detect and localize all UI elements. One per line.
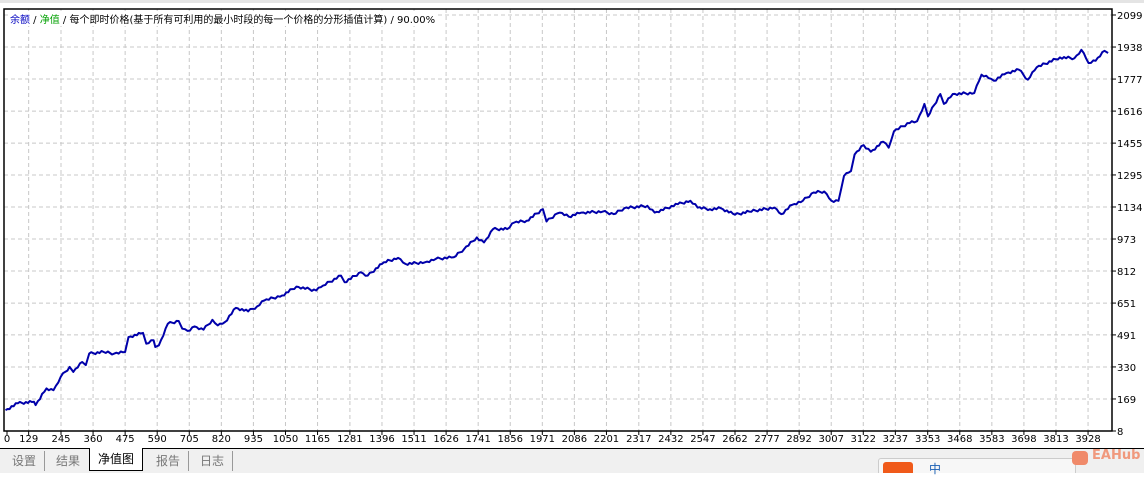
x-tick-label: 1050 (273, 434, 298, 445)
equity-series (5, 48, 1109, 411)
x-tick-label: 2662 (722, 434, 747, 445)
x-tick-label: 3583 (979, 434, 1004, 445)
x-tick-label: 475 (116, 434, 135, 445)
y-tick-label: 330 (1117, 363, 1136, 374)
x-tick-label: 1165 (305, 434, 330, 445)
x-tick-label: 360 (84, 434, 103, 445)
x-tick-label: 2547 (690, 434, 715, 445)
x-tick-label: 705 (180, 434, 199, 445)
x-tick-label: 1396 (369, 434, 394, 445)
legend-model-info: / 每个即时价格(基于所有可利用的最小时段的每一个价格的分形插值计算) / 90… (59, 15, 436, 26)
x-tick-label: 2201 (594, 434, 619, 445)
y-tick-label: 1295 (1117, 171, 1142, 182)
x-tick-label: 1741 (465, 434, 490, 445)
x-tick-label: 245 (51, 434, 70, 445)
y-tick-label: 169 (1117, 395, 1136, 406)
x-tick-label: 2892 (786, 434, 811, 445)
x-tick-label: 590 (148, 434, 167, 445)
x-tick-label: 3698 (1011, 434, 1036, 445)
tab-equity-graph[interactable]: 净值图 (89, 448, 144, 471)
y-tick-label: 1938 (1117, 43, 1142, 54)
chart-legend: 余额 / 净值 / 每个即时价格(基于所有可利用的最小时段的每一个价格的分形插值… (8, 11, 438, 26)
y-tick-label: 1777 (1117, 75, 1142, 86)
x-tick-label: 1856 (498, 434, 523, 445)
ime-logo-icon (883, 462, 913, 473)
ime-toolbar[interactable]: 中 (878, 458, 1076, 476)
equity-chart: 2099 1938 1777 1616 1455 1295 1134 973 812 651 491… (3, 8, 1142, 445)
x-tick-label: 1971 (530, 434, 555, 445)
window-top-strip (0, 0, 1144, 3)
x-tick-label: 2086 (562, 434, 587, 445)
y-tick-label: 491 (1117, 331, 1136, 342)
x-tick-label: 2432 (658, 434, 683, 445)
x-tick-label: 1511 (401, 434, 426, 445)
x-tick-label: 3353 (915, 434, 940, 445)
x-tick-label: 1281 (337, 434, 362, 445)
x-tick-label: 2777 (754, 434, 779, 445)
watermark-pig-icon (1072, 451, 1088, 465)
y-tick-label: 8 (1117, 427, 1123, 438)
x-tick-label: 3122 (851, 434, 876, 445)
x-tick-label: 1626 (433, 434, 458, 445)
plot-border (3, 8, 1113, 432)
y-tick-label: 651 (1117, 299, 1136, 310)
x-tick-label: 129 (19, 434, 38, 445)
y-tick-label: 2099 (1117, 11, 1142, 22)
chart-grid (4, 9, 1112, 431)
y-tick-label: 1455 (1117, 139, 1142, 150)
equity-line (5, 48, 1109, 411)
x-tick-label: 3813 (1043, 434, 1068, 445)
x-tick-label: 820 (212, 434, 231, 445)
x-tick-label: 3468 (947, 434, 972, 445)
y-tick-label: 812 (1117, 267, 1136, 278)
y-axis: 2099 1938 1777 1616 1455 1295 1134 973 812 651 491… (1112, 11, 1142, 438)
legend-balance: 余额 (10, 15, 30, 26)
x-tick-label: 2317 (626, 434, 651, 445)
tab-settings[interactable]: 设置 (4, 451, 46, 471)
legend-equity: 净值 (39, 15, 60, 26)
y-tick-label: 1616 (1117, 107, 1142, 118)
x-tick-label: 0 (4, 434, 10, 445)
watermark: EAHub (1092, 448, 1141, 463)
tab-report[interactable]: 报告 (148, 451, 190, 471)
x-tick-label: 3007 (818, 434, 843, 445)
x-tick-label: 935 (244, 434, 263, 445)
tab-results[interactable]: 结果 (56, 454, 81, 468)
x-axis: 0 129 245 360 475 590 705 820 935 1050 1165 1281 139… (4, 431, 1101, 445)
ime-language[interactable]: 中 (929, 462, 942, 476)
legend-sep: / (30, 15, 40, 26)
x-tick-label: 3237 (883, 434, 908, 445)
y-tick-label: 973 (1117, 235, 1136, 246)
x-tick-label: 3928 (1075, 434, 1100, 445)
y-tick-label: 1134 (1117, 203, 1142, 214)
tab-journal[interactable]: 日志 (192, 451, 234, 471)
